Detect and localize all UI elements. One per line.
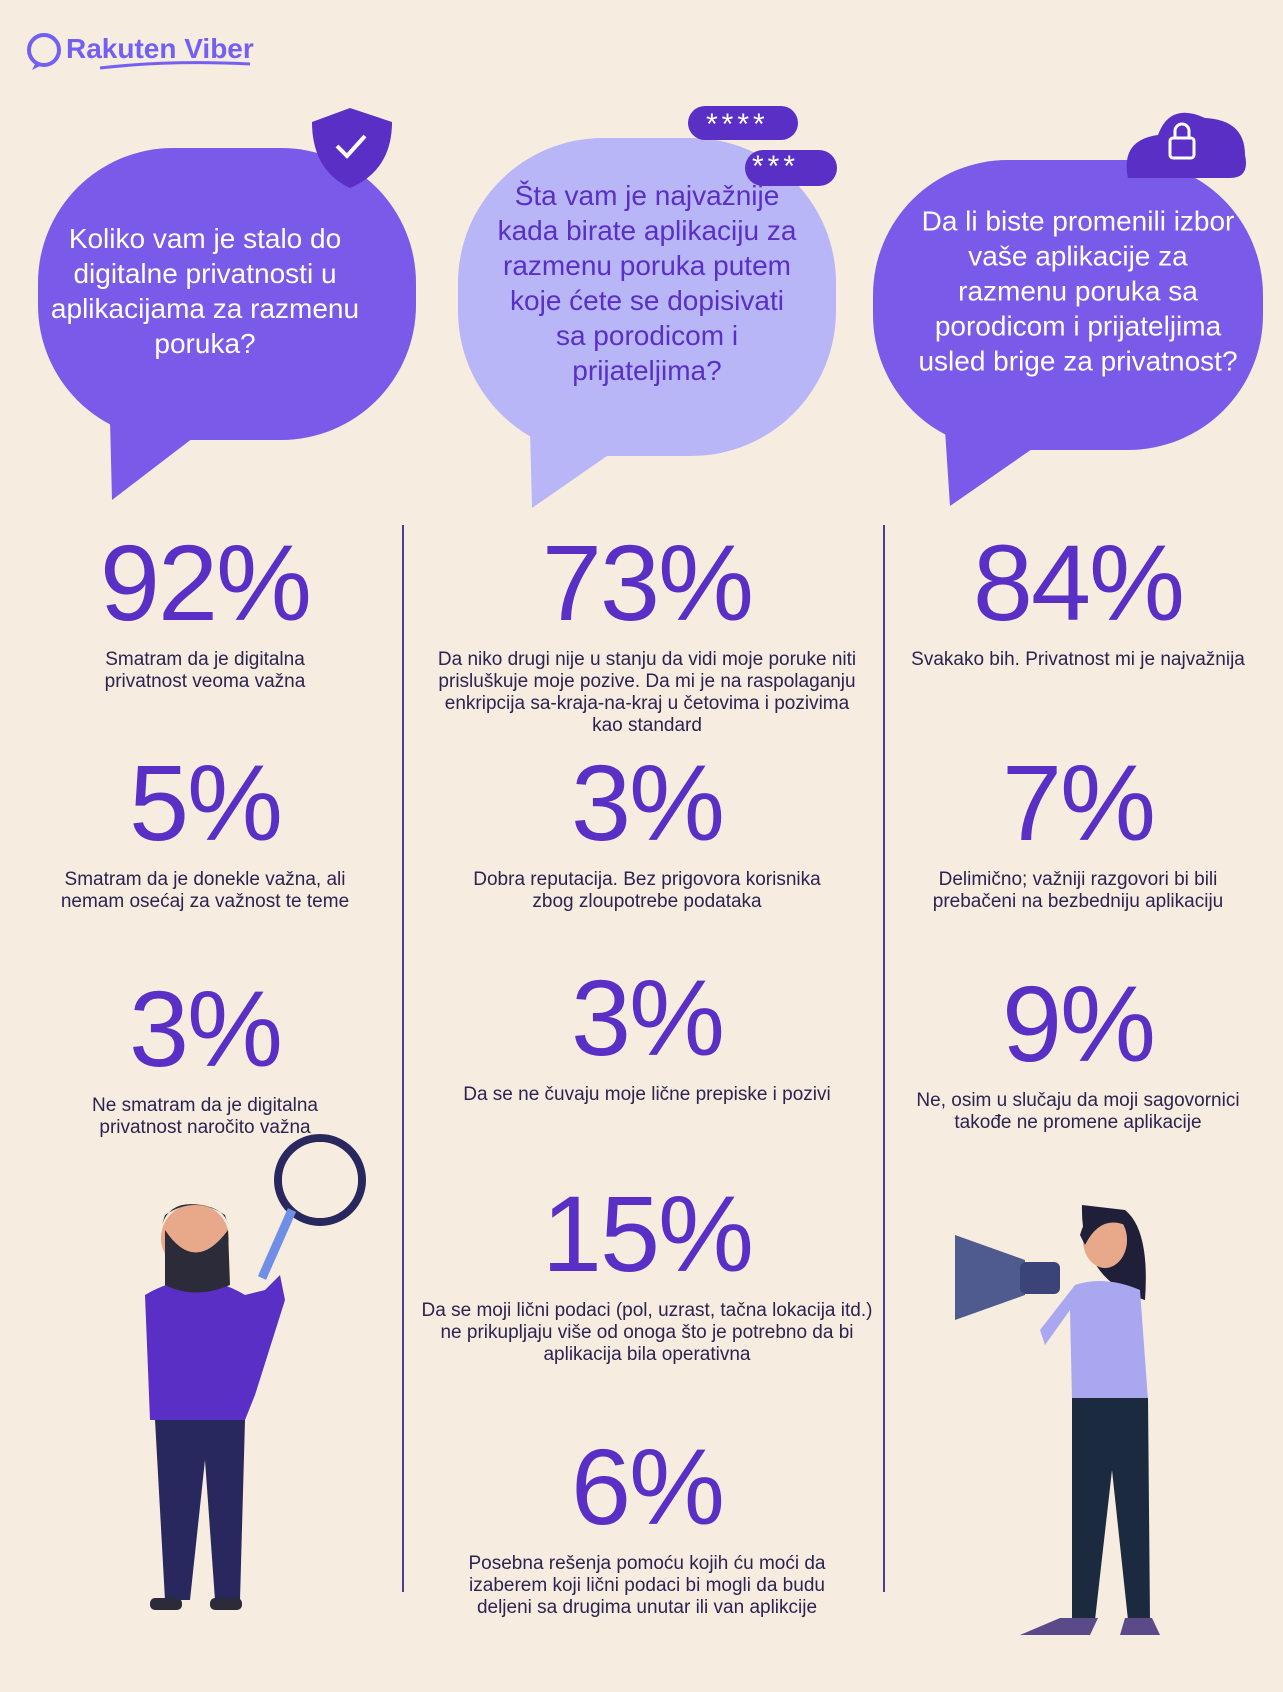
stat-label: Smatram da je donekle važna, ali nemam o… xyxy=(60,869,350,912)
cloud-lock-icon xyxy=(1126,112,1246,178)
stat-label: Ne, osim u slučaju da moji sagovornici t… xyxy=(916,1090,1240,1133)
logo: Rakuten Viber xyxy=(66,33,254,64)
badge: *** xyxy=(752,150,800,183)
stat-value: 3% xyxy=(570,957,725,1078)
question: Šta vam je najvažnije kada birate aplika… xyxy=(497,180,797,386)
stat-value: 15% xyxy=(541,1173,754,1294)
stat-label: Svakako bih. Privatnost mi je najvažnija xyxy=(911,649,1245,670)
logo-swoosh xyxy=(99,61,251,70)
stat-value: 73% xyxy=(541,522,754,643)
stat-value: 9% xyxy=(1001,963,1156,1084)
man-illustration xyxy=(145,1134,366,1610)
shield-icon xyxy=(312,108,392,188)
chat-pills xyxy=(688,106,837,186)
question: Da li biste promenili izbor vaše aplikac… xyxy=(918,205,1238,377)
stat-value: 3% xyxy=(128,968,283,1089)
logo-icon xyxy=(27,33,61,70)
stat-label: Delimično; važniji razgovori bi bili pre… xyxy=(932,869,1224,912)
stat-value: 7% xyxy=(1001,742,1156,863)
question: Koliko vam je stalo do digitalne privatn… xyxy=(50,223,360,359)
stat-value: 84% xyxy=(972,522,1185,643)
bubble-middle xyxy=(458,138,836,508)
stat-label: Dobra reputacija. Bez prigovora korisnik… xyxy=(473,869,821,912)
badge: **** xyxy=(706,108,769,141)
stat-label: Da niko drugi nije u stanju da vidi moje… xyxy=(437,649,857,736)
stat-label: Da se moji lični podaci (pol, uzrast, ta… xyxy=(421,1300,873,1365)
stat-value: 3% xyxy=(570,742,725,863)
bubble-right xyxy=(873,160,1263,506)
woman-illustration xyxy=(955,1205,1160,1635)
stat-label: Ne smatram da je digitalna privatnost na… xyxy=(92,1095,318,1138)
stat-value: 5% xyxy=(128,742,283,863)
stat-value: 92% xyxy=(99,522,312,643)
stat-value: 6% xyxy=(570,1426,725,1547)
stat-label: Posebna rešenja pomoću kojih ću moći da … xyxy=(468,1553,826,1618)
stat-label: Smatram da je digitalna privatnost veoma… xyxy=(104,649,306,692)
bubble-left xyxy=(38,148,416,500)
stat-label: Da se ne čuvaju moje lične prepiske i po… xyxy=(463,1084,831,1105)
